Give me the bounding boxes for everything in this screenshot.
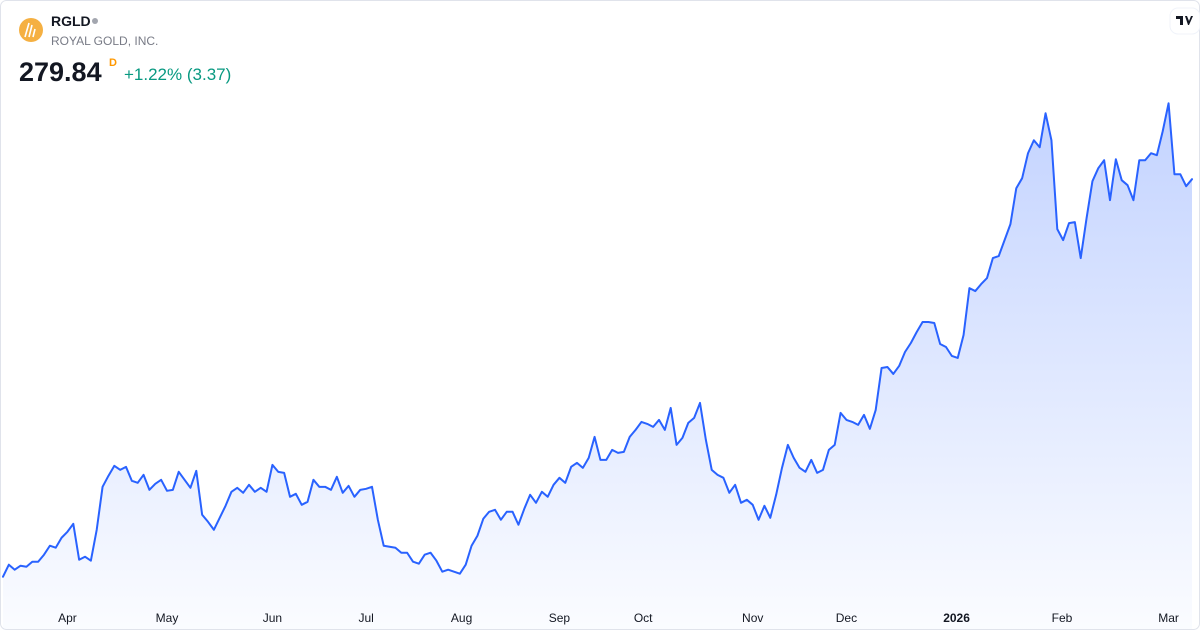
x-tick-label: Apr (58, 611, 77, 625)
status-dot (92, 18, 98, 24)
x-tick-label: May (156, 611, 179, 625)
x-tick-label: Oct (634, 611, 653, 625)
company-name: ROYAL GOLD, INC. (51, 34, 158, 48)
x-tick-label: Feb (1052, 611, 1073, 625)
logo (19, 18, 43, 42)
x-tick-label: Nov (742, 611, 763, 625)
price-line (2, 102, 1193, 578)
interval: D (109, 57, 117, 69)
tv-logo (1169, 7, 1200, 35)
x-tick-label: Dec (836, 611, 857, 625)
x-tick-label: Sep (549, 611, 571, 625)
price: 279.84 (19, 57, 102, 87)
plot (2, 102, 1193, 630)
x-tick-label: Mar (1158, 611, 1179, 625)
symbol: RGLD (51, 13, 91, 29)
x-tick-label: 2026 (943, 611, 970, 625)
x-tick-label: Aug (451, 611, 472, 625)
x-tick-label: Jul (358, 611, 373, 625)
price-change: +1.22% (3.37) (124, 65, 231, 84)
x-tick-label: Jun (263, 611, 282, 625)
area-fill (3, 103, 1192, 630)
